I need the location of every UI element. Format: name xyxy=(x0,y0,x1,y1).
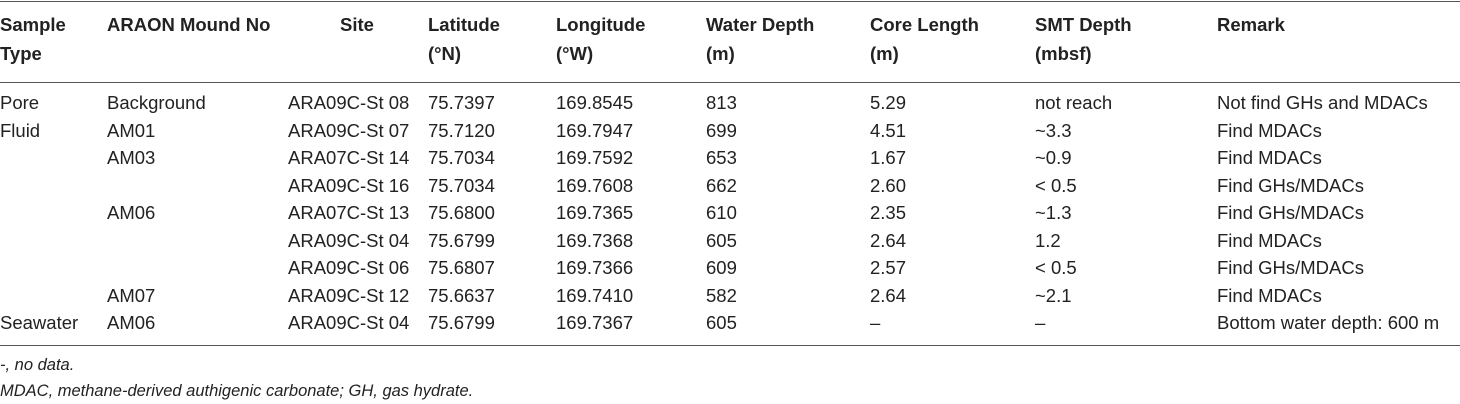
table-cell: ARA09C-St 08 xyxy=(288,92,410,113)
table-cell: Pore xyxy=(0,92,40,113)
header-cell: Remark xyxy=(1217,14,1285,35)
header-cell: Type xyxy=(0,43,42,64)
table-cell: 169.7367 xyxy=(556,312,634,333)
table-cell: 1.67 xyxy=(870,147,907,168)
table-cell: 75.6637 xyxy=(428,284,495,306)
table-cell: Find MDACs xyxy=(1217,229,1322,251)
table-cell: ~2.1 xyxy=(1035,284,1072,306)
table-cell: AM07 xyxy=(107,284,156,306)
table-cell: ARA09C-St 16 xyxy=(288,174,410,196)
table-cell: ARA07C-St 14 xyxy=(288,147,410,168)
table-cell: Find MDACs xyxy=(1217,147,1322,168)
table-cell: 2.57 xyxy=(870,257,907,278)
table-cell: 75.6799 xyxy=(428,312,495,333)
table-cell: ARA09C-St 04 xyxy=(288,229,410,251)
table-cell: ARA09C-St 06 xyxy=(288,257,410,278)
table-cell: 2.35 xyxy=(870,202,907,223)
table-cell: Find GHs/MDACs xyxy=(1217,257,1364,278)
header-cell: Sample xyxy=(0,14,66,35)
table-cell: Seawater xyxy=(0,312,79,333)
table-cell: 169.7592 xyxy=(556,147,634,168)
table-cell: 169.7947 xyxy=(556,119,634,141)
header-rule xyxy=(0,82,1460,83)
table-cell: < 0.5 xyxy=(1035,174,1077,196)
table-cell: 1.2 xyxy=(1035,229,1061,251)
table-cell: 75.7034 xyxy=(428,174,495,196)
header-cell: Water Depth xyxy=(706,14,815,35)
table-cell: 2.64 xyxy=(870,229,907,251)
header-cell: (°N) xyxy=(428,43,462,64)
table-cell: Find MDACs xyxy=(1217,284,1322,306)
table-cell: 2.60 xyxy=(870,174,907,196)
header-cell: Latitude xyxy=(428,14,500,35)
table-cell: 75.7397 xyxy=(428,92,495,113)
table-cell: 169.7410 xyxy=(556,284,634,306)
table-cell: not reach xyxy=(1035,92,1113,113)
table-cell: ~3.3 xyxy=(1035,119,1072,141)
table-cell: Find GHs/MDACs xyxy=(1217,174,1364,196)
table-cell: 5.29 xyxy=(870,92,907,113)
table-cell: ARA09C-St 04 xyxy=(288,312,410,333)
table-cell: Background xyxy=(107,92,206,113)
header-cell: ARAON Mound No xyxy=(107,14,271,35)
table-cell: 75.6799 xyxy=(428,229,495,251)
table-cell: 75.6800 xyxy=(428,202,495,223)
table-cell: 653 xyxy=(706,147,737,168)
header-cell: Site xyxy=(340,14,374,35)
table-cell: 4.51 xyxy=(870,119,907,141)
header-cell: (m) xyxy=(706,43,735,64)
table-cell: ARA07C-St 13 xyxy=(288,202,410,223)
table-cell: 75.7034 xyxy=(428,147,495,168)
table-cell: < 0.5 xyxy=(1035,257,1077,278)
table-cell: 75.7120 xyxy=(428,119,495,141)
header-cell: (m) xyxy=(870,43,899,64)
header-cell: (mbsf) xyxy=(1035,43,1092,64)
table-cell: 605 xyxy=(706,312,737,333)
table-cell: 169.7365 xyxy=(556,202,634,223)
table-cell: ARA09C-St 12 xyxy=(288,284,410,306)
bottom-rule xyxy=(0,345,1460,346)
table-cell: ~1.3 xyxy=(1035,202,1072,223)
table-cell: ~0.9 xyxy=(1035,147,1072,168)
table-cell: 169.7368 xyxy=(556,229,634,251)
table-cell: – xyxy=(870,312,881,333)
table-cell: AM03 xyxy=(107,147,156,168)
table-cell: – xyxy=(1035,312,1046,333)
table-cell: 169.8545 xyxy=(556,92,634,113)
table-cell: 2.64 xyxy=(870,284,907,306)
table-cell: AM06 xyxy=(107,202,156,223)
table-cell: AM06 xyxy=(107,312,156,333)
table-cell: 75.6807 xyxy=(428,257,495,278)
table-cell: 610 xyxy=(706,202,737,223)
table-cell: AM01 xyxy=(107,119,156,141)
header-cell: SMT Depth xyxy=(1035,14,1132,35)
header-cell: Core Length xyxy=(870,14,979,35)
table-cell: 813 xyxy=(706,92,737,113)
footnote: -, no data. xyxy=(0,356,75,374)
table-cell: 169.7366 xyxy=(556,257,634,278)
table-cell: 605 xyxy=(706,229,737,251)
table-cell: 609 xyxy=(706,257,737,278)
table-cell: Find GHs/MDACs xyxy=(1217,202,1364,223)
top-rule xyxy=(0,1,1460,2)
header-cell: (°W) xyxy=(556,43,594,64)
table-cell: Find MDACs xyxy=(1217,119,1322,141)
table-cell: 582 xyxy=(706,284,737,306)
table-cell: ARA09C-St 07 xyxy=(288,119,410,141)
table-cell: 662 xyxy=(706,174,737,196)
table-cell: Bottom water depth: 600 m xyxy=(1217,312,1440,333)
table-cell: 699 xyxy=(706,119,737,141)
table-cell: Not find GHs and MDACs xyxy=(1217,92,1428,113)
table-cell: 169.7608 xyxy=(556,174,634,196)
table-cell: Fluid xyxy=(0,119,41,141)
footnote: MDAC, methane-derived authigenic carbona… xyxy=(0,382,474,400)
header-cell: Longitude xyxy=(556,14,646,35)
